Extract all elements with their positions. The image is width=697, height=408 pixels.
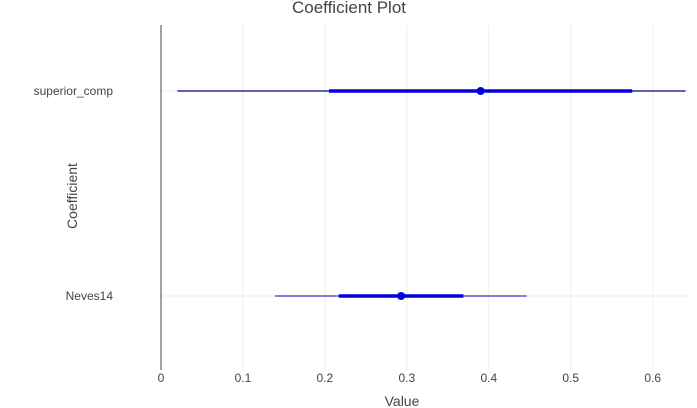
x-tick-label: 0.1 xyxy=(235,371,252,385)
x-axis-title: Value xyxy=(385,393,420,408)
chart-title: Coefficient Plot xyxy=(292,0,406,17)
y-tick-label: Neves14 xyxy=(66,289,114,303)
y-tick-label: superior_comp xyxy=(34,84,114,98)
x-tick-label: 0.4 xyxy=(480,371,497,385)
coefficient-marks xyxy=(177,87,686,300)
x-axis-ticks: 0 0.1 0.2 0.3 0.4 0.5 0.6 xyxy=(158,371,662,385)
x-tick-label: 0.2 xyxy=(317,371,334,385)
y-axis-title: Coefficient xyxy=(64,163,80,229)
x-tick-label: 0.6 xyxy=(644,371,661,385)
estimate-point xyxy=(397,292,406,300)
x-tick-label: 0 xyxy=(158,371,165,385)
x-tick-label: 0.5 xyxy=(562,371,579,385)
estimate-point xyxy=(476,87,485,95)
y-axis-ticks: superior_comp Neves14 xyxy=(34,84,114,303)
x-tick-label: 0.3 xyxy=(399,371,416,385)
